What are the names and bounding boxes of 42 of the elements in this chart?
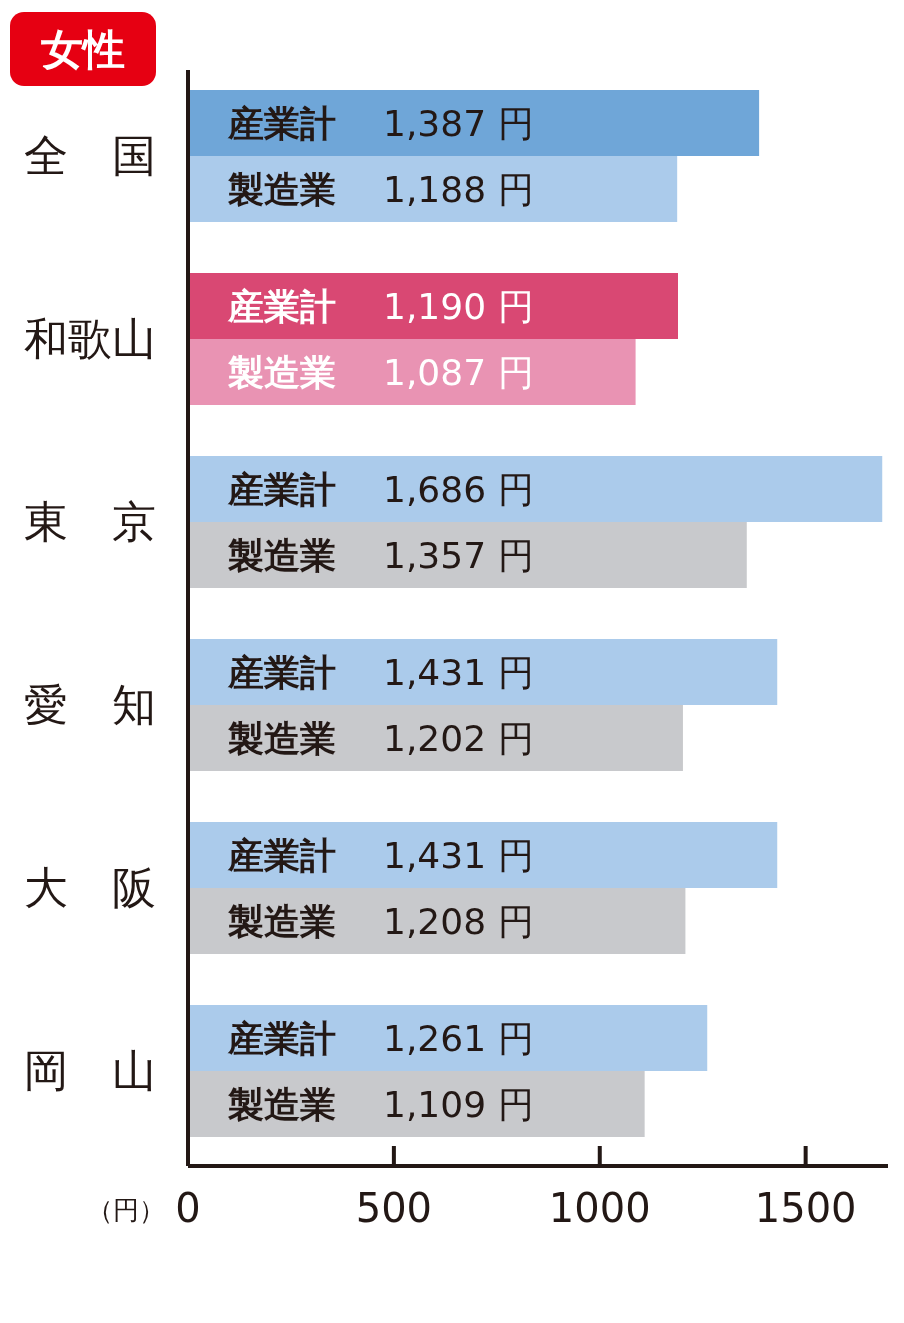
data-label: 1,188 円 bbox=[383, 168, 534, 210]
data-label: 1,261 円 bbox=[383, 1017, 534, 1059]
y-tick-label: 東 京 bbox=[24, 496, 156, 548]
x-axis-title: （円） bbox=[87, 1195, 165, 1226]
text: 産業計 bbox=[228, 1017, 336, 1059]
text: 産業計 bbox=[228, 834, 336, 876]
data-label: 1,431 円 bbox=[383, 834, 534, 876]
data-label: 1,357 円 bbox=[383, 534, 534, 576]
text: 産業計 bbox=[228, 651, 336, 693]
data-label: 1,686 円 bbox=[383, 468, 534, 510]
bar bbox=[188, 456, 883, 522]
data-label: 1,431 円 bbox=[383, 651, 534, 693]
text: 製造業 bbox=[228, 1083, 336, 1125]
x-tick-label: 0 bbox=[175, 1185, 201, 1231]
data-label: 1,190 円 bbox=[383, 285, 534, 327]
text: 産業計 bbox=[228, 102, 336, 144]
x-tick-label: 500 bbox=[355, 1185, 433, 1231]
x-tick-label: 1000 bbox=[548, 1185, 651, 1231]
y-tick-label: 愛 知 bbox=[24, 679, 156, 731]
bar bbox=[188, 90, 760, 156]
text: 製造業 bbox=[228, 900, 336, 942]
y-tick-label: 全 国 bbox=[24, 130, 156, 182]
bar bbox=[188, 822, 778, 888]
data-label: 1,202 円 bbox=[383, 717, 534, 759]
text: 製造業 bbox=[228, 717, 336, 759]
text: 製造業 bbox=[228, 534, 336, 576]
bar bbox=[188, 1005, 708, 1071]
data-label: 1,387 円 bbox=[383, 102, 534, 144]
y-tick-label: 和歌山 bbox=[24, 313, 156, 365]
bar bbox=[188, 522, 747, 588]
chart-title: 女性 bbox=[40, 24, 125, 74]
series-label: 製造業 bbox=[227, 351, 336, 393]
data-label: 1,109 円 bbox=[383, 1083, 534, 1125]
text: 産業計 bbox=[228, 468, 336, 510]
bar bbox=[188, 639, 778, 705]
data-label: 1,208 円 bbox=[383, 900, 534, 942]
text: 製造業 bbox=[228, 168, 336, 210]
series-label: 産業計 bbox=[227, 285, 336, 327]
x-tick-label: 1500 bbox=[754, 1185, 857, 1231]
data-label: 1,087 円 bbox=[383, 351, 534, 393]
y-tick-label: 大 阪 bbox=[24, 862, 156, 914]
y-tick-label: 岡 山 bbox=[24, 1045, 156, 1097]
